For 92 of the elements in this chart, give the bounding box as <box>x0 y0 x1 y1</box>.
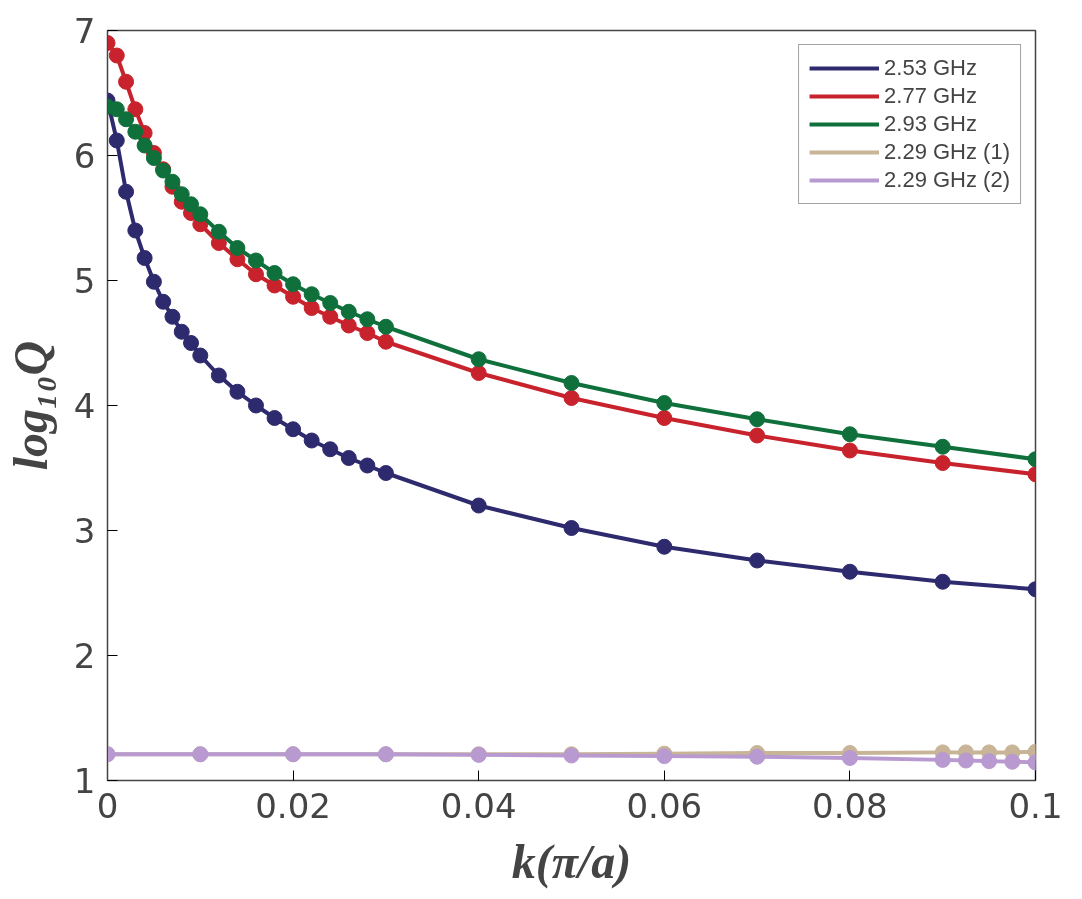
point <box>183 196 200 213</box>
x-tick-label: 0.1 <box>1008 785 1063 826</box>
point <box>957 752 974 769</box>
point <box>340 317 357 334</box>
y-tick-label: 3 <box>73 511 96 551</box>
point <box>108 47 125 64</box>
point <box>164 173 181 190</box>
x-tick-label: 0.06 <box>626 785 703 826</box>
point <box>841 426 858 443</box>
point <box>155 293 172 310</box>
point <box>1004 753 1021 770</box>
point <box>247 397 264 414</box>
point <box>841 442 858 459</box>
point <box>749 427 766 444</box>
point <box>118 183 135 200</box>
point <box>183 335 200 351</box>
point <box>266 265 283 281</box>
point <box>934 438 951 455</box>
point <box>563 375 580 391</box>
point <box>127 123 144 140</box>
point <box>934 751 951 768</box>
x-tick-label: 0.04 <box>440 785 517 826</box>
y-tick-label: 2 <box>73 636 96 676</box>
x-tick-label: 0.08 <box>812 785 888 826</box>
point <box>934 455 951 471</box>
y-tick-label: 5 <box>73 261 96 301</box>
point <box>118 111 135 128</box>
point <box>340 450 357 466</box>
point <box>285 421 302 438</box>
point <box>210 223 227 240</box>
point <box>229 383 246 400</box>
point <box>656 395 673 411</box>
point <box>164 308 181 325</box>
point <box>210 367 227 384</box>
y-axis-title: log₁₀Q <box>3 340 57 471</box>
point <box>359 325 376 341</box>
point <box>173 186 190 203</box>
y-tick-label: 6 <box>73 136 96 176</box>
point <box>749 411 766 428</box>
point <box>108 101 125 118</box>
legend-label: 2.29 GHz (1) <box>884 139 1010 165</box>
point <box>563 520 580 536</box>
legend-label: 2.77 GHz <box>884 83 977 109</box>
point <box>656 538 673 555</box>
point <box>285 276 302 293</box>
point <box>192 347 209 364</box>
point <box>229 240 246 256</box>
legend-label: 2.29 GHz (2) <box>884 167 1010 193</box>
legend-label: 2.93 GHz <box>884 111 977 137</box>
point <box>470 351 487 368</box>
point <box>108 132 125 149</box>
point <box>656 410 673 426</box>
x-axis-title: k(π/a) <box>511 834 632 889</box>
point <box>173 323 190 340</box>
point <box>749 748 766 765</box>
point <box>841 750 858 766</box>
point <box>118 73 135 90</box>
point <box>266 410 283 426</box>
point <box>247 252 264 269</box>
y-tick-label: 1 <box>73 761 96 801</box>
x-tick-label: 0.02 <box>255 785 331 826</box>
point <box>145 273 162 290</box>
point <box>359 457 376 474</box>
point <box>136 250 153 266</box>
point <box>322 295 339 311</box>
point <box>192 206 209 223</box>
point <box>303 286 320 303</box>
x-tick-label: 0 <box>96 785 119 826</box>
point <box>563 390 580 406</box>
point <box>127 101 144 118</box>
point <box>303 432 320 449</box>
point <box>981 753 998 770</box>
point <box>359 311 376 328</box>
point <box>322 441 339 458</box>
point <box>377 318 394 335</box>
point <box>934 573 951 590</box>
point <box>303 300 320 316</box>
point <box>247 266 264 283</box>
point <box>136 137 153 154</box>
point <box>322 308 339 325</box>
point <box>470 365 487 381</box>
point <box>377 465 394 481</box>
legend-label: 2.53 GHz <box>884 55 977 81</box>
point <box>377 333 394 350</box>
point <box>145 150 162 166</box>
point <box>841 563 858 580</box>
y-tick-label: 7 <box>73 11 96 51</box>
point <box>470 497 487 514</box>
point <box>749 552 766 569</box>
point <box>127 222 144 239</box>
y-tick-label: 4 <box>73 386 96 426</box>
point <box>340 303 357 320</box>
